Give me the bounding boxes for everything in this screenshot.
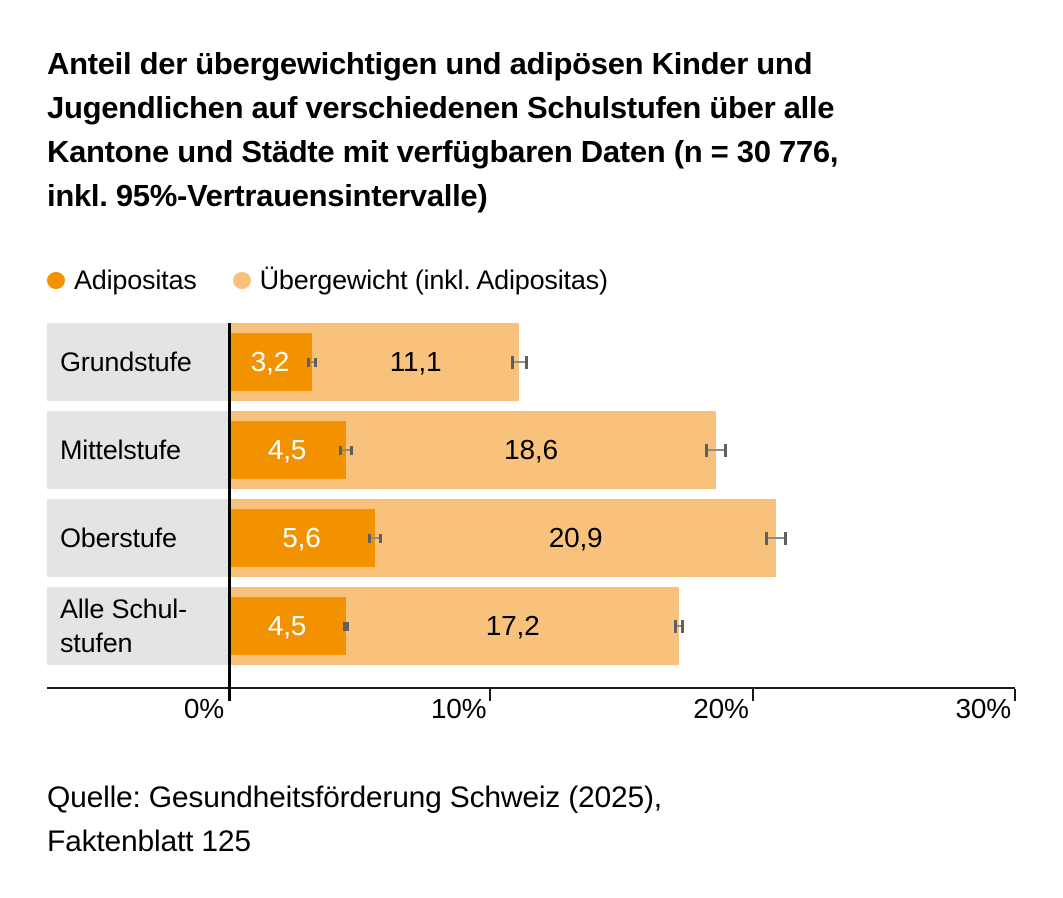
chart-row: Alle Schul- stufen 4,5 17,2 [47, 587, 1015, 665]
bar-adipositas [228, 509, 375, 567]
error-bar-cap [681, 619, 685, 633]
chart-row: Grundstufe 3,2 11,1 [47, 323, 1015, 401]
adipositas-value-label: 4,5 [267, 434, 307, 465]
chart-row: Oberstufe 5,6 20,9 [47, 499, 1015, 577]
bar-chart: Grundstufe 3,2 11,1 Mittelstufe 4,5 18,6 Obers… [47, 323, 1016, 743]
error-bar [510, 355, 528, 369]
error-bar-line [367, 537, 383, 539]
x-axis-tick-label: 10% [430, 693, 487, 724]
adipositas-swatch-icon [47, 272, 65, 289]
x-axis-tick [1014, 689, 1016, 701]
bar-adipositas [228, 333, 312, 391]
bar-adipositas [228, 421, 347, 479]
title-line-1: Anteil der übergewichtigen und adipösen … [47, 46, 813, 81]
error-bar [339, 445, 353, 455]
title-line-3: Kantone und Städte mit verfügbaren Daten… [47, 134, 839, 169]
error-bar-line [510, 361, 528, 363]
category-label: Oberstufe [47, 499, 228, 577]
error-bar-line [342, 625, 350, 627]
source-note: Quelle: Gesundheitsförderung Schweiz (20… [47, 776, 662, 864]
error-bar-cap [314, 357, 318, 367]
error-bar-line [339, 449, 353, 451]
error-bar-cap [339, 445, 343, 455]
x-axis-tick-label: 20% [693, 693, 749, 724]
legend-item-uebergewicht: Übergewicht (inkl. Adipositas) [232, 265, 608, 296]
error-bar-cap [765, 531, 769, 545]
error-bar-cap [723, 443, 727, 457]
error-bar-cap [346, 621, 350, 631]
error-bar-cap [342, 621, 346, 631]
adipositas-value-label: 5,6 [282, 522, 321, 553]
error-bar-cap [510, 355, 514, 369]
zero-baseline [228, 323, 231, 701]
error-bar [342, 621, 350, 631]
x-axis-tick-label: 30% [955, 693, 1012, 724]
error-bar-cap [379, 533, 383, 543]
adipositas-value-label: 4,5 [267, 610, 307, 641]
x-axis-line [47, 687, 1015, 689]
error-bar [704, 443, 727, 457]
x-axis-tick [489, 689, 492, 701]
error-bar-cap [349, 445, 353, 455]
adipositas-value-label: 3,2 [250, 346, 290, 377]
chart-row: Mittelstufe 4,5 18,6 [47, 411, 1015, 489]
uebergewicht-value-label: 20,9 [548, 522, 603, 553]
title-line-2: Jugendlichen auf verschiedenen Schulstuf… [47, 90, 835, 125]
legend-label-uebergewicht: Übergewicht (inkl. Adipositas) [259, 265, 608, 295]
uebergewicht-swatch-icon [232, 272, 251, 289]
source-line-1: Quelle: Gesundheitsförderung Schweiz (20… [47, 781, 662, 814]
error-bar-cap [306, 357, 310, 367]
error-bar-line [765, 537, 788, 539]
error-bar-cap [704, 443, 708, 457]
error-bar-cap [524, 355, 528, 369]
error-bar-cap [367, 533, 371, 543]
error-bar-line [704, 449, 727, 451]
source-line-2: Faktenblatt 125 [47, 825, 251, 858]
x-axis-tick-label: 0% [183, 693, 224, 724]
uebergewicht-value-label: 11,1 [389, 346, 442, 377]
category-label: Alle Schul- stufen [47, 587, 228, 665]
error-bar-cap [673, 619, 677, 633]
uebergewicht-value-label: 17,2 [485, 610, 540, 641]
title-line-4: inkl. 95%-Vertrauensintervalle) [47, 178, 488, 213]
error-bar [367, 533, 383, 543]
legend-item-adipositas: Adipositas [47, 265, 197, 296]
category-label: Grundstufe [47, 323, 228, 401]
error-bar-line [673, 625, 685, 627]
x-axis-tick [751, 689, 754, 701]
bar-adipositas [228, 597, 347, 655]
error-bar [765, 531, 788, 545]
legend-label-adipositas: Adipositas [74, 265, 197, 295]
legend: Adipositas Übergewicht (inkl. Adipositas… [47, 265, 644, 296]
error-bar [673, 619, 685, 633]
error-bar-cap [784, 531, 788, 545]
uebergewicht-value-label: 18,6 [504, 434, 558, 465]
error-bar-line [306, 361, 318, 363]
category-label: Mittelstufe [47, 411, 228, 489]
error-bar [306, 357, 318, 367]
chart-title: Anteil der übergewichtigen und adipösen … [47, 42, 1037, 218]
